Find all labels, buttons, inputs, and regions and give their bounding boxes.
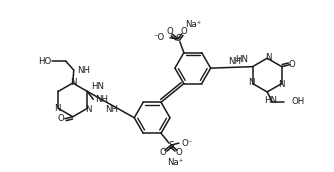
Text: Na⁺: Na⁺ <box>167 158 183 168</box>
Text: NH: NH <box>95 95 108 104</box>
Text: S: S <box>175 34 181 43</box>
Text: OH: OH <box>292 97 305 106</box>
Text: O: O <box>180 27 187 36</box>
Text: O: O <box>288 60 295 69</box>
Text: N: N <box>248 78 255 87</box>
Text: N: N <box>85 105 92 114</box>
Text: HN: HN <box>235 55 248 64</box>
Text: O: O <box>57 114 64 123</box>
Text: NH: NH <box>105 105 118 114</box>
Text: O: O <box>176 148 182 157</box>
Text: N: N <box>54 104 60 113</box>
Text: O⁻: O⁻ <box>182 139 193 148</box>
Text: ⁻O: ⁻O <box>154 33 165 42</box>
Text: HO: HO <box>38 57 52 66</box>
Text: NH: NH <box>77 66 90 75</box>
Text: N: N <box>279 80 285 89</box>
Text: N: N <box>265 53 272 62</box>
Text: HN: HN <box>264 96 277 105</box>
Text: HN: HN <box>91 82 104 91</box>
Text: Na⁺: Na⁺ <box>186 20 202 29</box>
Text: O: O <box>160 148 166 157</box>
Text: O: O <box>167 27 173 36</box>
Text: N: N <box>70 78 77 87</box>
Text: S: S <box>168 141 174 150</box>
Text: NH: NH <box>228 57 241 66</box>
